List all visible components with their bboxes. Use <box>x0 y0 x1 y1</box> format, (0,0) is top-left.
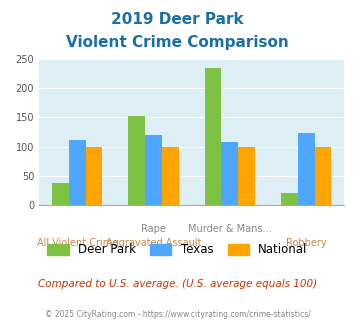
Text: All Violent Crime: All Violent Crime <box>37 238 118 248</box>
Text: Aggravated Assault: Aggravated Assault <box>106 238 201 248</box>
Bar <box>222 143 238 205</box>
Legend: Deer Park, Texas, National: Deer Park, Texas, National <box>43 239 312 261</box>
Bar <box>145 135 162 205</box>
Bar <box>238 147 255 205</box>
Text: Violent Crime Comparison: Violent Crime Comparison <box>66 35 289 50</box>
Bar <box>69 140 86 205</box>
Text: Rape: Rape <box>141 224 166 234</box>
Text: 2019 Deer Park: 2019 Deer Park <box>111 12 244 26</box>
Bar <box>129 116 145 205</box>
Bar <box>281 193 298 205</box>
Text: Robbery: Robbery <box>286 238 327 248</box>
Bar <box>162 147 179 205</box>
Text: Murder & Mans...: Murder & Mans... <box>188 224 272 234</box>
Bar <box>298 133 315 205</box>
Bar <box>52 182 69 205</box>
Text: Compared to U.S. average. (U.S. average equals 100): Compared to U.S. average. (U.S. average … <box>38 279 317 289</box>
Bar <box>205 68 222 205</box>
Text: © 2025 CityRating.com - https://www.cityrating.com/crime-statistics/: © 2025 CityRating.com - https://www.city… <box>45 310 310 319</box>
Bar <box>86 147 102 205</box>
Bar <box>315 147 331 205</box>
